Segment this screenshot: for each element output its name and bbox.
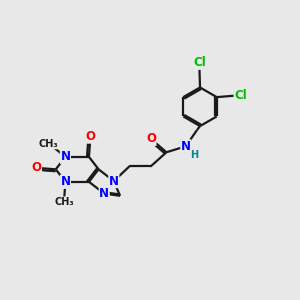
Text: Cl: Cl <box>193 56 206 69</box>
Text: N: N <box>99 187 109 200</box>
Text: N: N <box>109 175 119 188</box>
Text: O: O <box>85 130 95 143</box>
Text: O: O <box>32 161 41 174</box>
Text: N: N <box>60 150 70 163</box>
Text: CH₃: CH₃ <box>39 139 58 149</box>
Text: O: O <box>146 132 156 146</box>
Text: N: N <box>181 140 191 153</box>
Text: N: N <box>60 175 70 188</box>
Text: Cl: Cl <box>234 89 247 102</box>
Text: H: H <box>190 150 198 160</box>
Text: CH₃: CH₃ <box>54 197 74 207</box>
